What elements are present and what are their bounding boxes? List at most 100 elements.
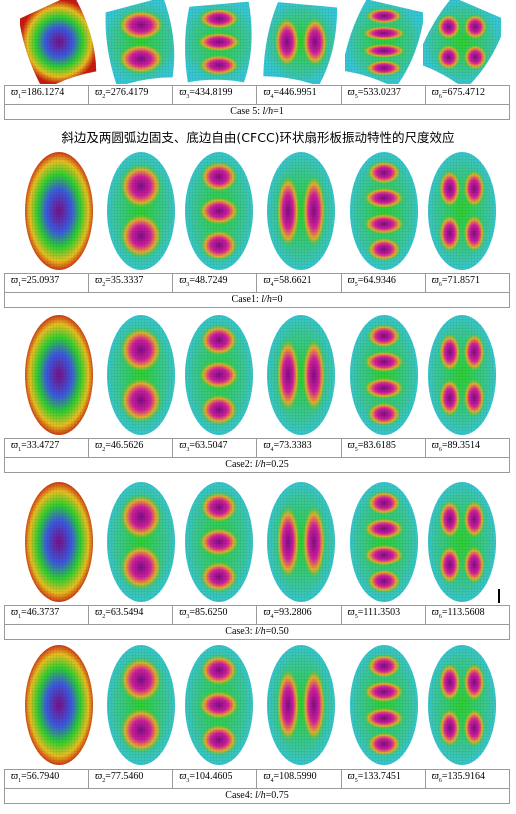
frequency-value: =533.0237 [357, 87, 401, 98]
omega-index: 2 [102, 94, 106, 100]
omega-symbol: ϖ1 [11, 771, 22, 784]
omega-index: 6 [438, 447, 442, 453]
omega-symbol: ϖ4 [263, 771, 274, 784]
frequency-cell: ϖ1=46.3737 [3, 605, 90, 625]
frequency-cell: ϖ4=93.2806 [256, 605, 342, 625]
mode-shape-4-2 [107, 645, 175, 765]
omega-index: 6 [438, 94, 442, 100]
omega-index: 5 [354, 447, 358, 453]
frequency-cell: ϖ3=85.6250 [172, 605, 258, 625]
frequency-cell: ϖ4=446.9951 [256, 85, 342, 105]
mode-shape-3-4 [267, 482, 335, 602]
omega-symbol: ϖ1 [11, 275, 22, 288]
text-cursor-mark [498, 589, 500, 603]
mode-shape-3-1 [25, 482, 93, 602]
frequency-value: =113.5608 [441, 607, 485, 618]
omega-symbol: ϖ3 [179, 275, 190, 288]
mode-shape-4-1 [25, 645, 93, 765]
omega-index: 1 [18, 94, 22, 100]
omega-index: 5 [354, 282, 358, 288]
omega-index: 2 [102, 282, 106, 288]
omega-index: 5 [354, 614, 358, 620]
frequency-cell: ϖ2=46.5626 [88, 438, 174, 458]
frequency-cell: ϖ6=89.3514 [424, 438, 511, 458]
case-5-frequency-table: ϖ1=186.1274 ϖ2=276.4179 ϖ3=434.8199 ϖ4=446.… [3, 85, 511, 120]
frequency-value: =276.4179 [105, 87, 149, 98]
frequency-value: =108.5990 [273, 771, 317, 782]
figure-heading: 斜边及两圆弧边固支、底边自由(CFCC)环状扇形板振动特性的尺度效应 [61, 130, 455, 145]
case-4-frequency-table: ϖ1=56.7940 ϖ2=77.5460 ϖ3=104.4605 ϖ4=108.59… [3, 769, 511, 804]
frequency-value: =48.7249 [189, 275, 228, 286]
mode-shape-2-5 [350, 315, 418, 435]
frequency-cell: ϖ6=71.8571 [424, 273, 511, 293]
frequency-cell: ϖ2=77.5460 [88, 769, 174, 789]
frequency-cell: ϖ4=58.6621 [256, 273, 342, 293]
omega-symbol: ϖ2 [95, 771, 106, 784]
omega-index: 4 [270, 94, 274, 100]
omega-index: 1 [18, 778, 22, 784]
omega-symbol: ϖ4 [263, 275, 274, 288]
omega-symbol: ϖ3 [179, 771, 190, 784]
omega-symbol: ϖ6 [431, 440, 442, 453]
frequency-value: =675.4712 [441, 87, 485, 98]
frequency-cell: ϖ3=48.7249 [172, 273, 258, 293]
frequency-value: =46.3737 [21, 607, 60, 618]
omega-index: 4 [270, 778, 274, 784]
omega-symbol: ϖ6 [431, 275, 442, 288]
omega-index: 1 [18, 614, 22, 620]
mode-shape-1-2 [107, 152, 175, 270]
omega-symbol: ϖ4 [263, 87, 274, 100]
omega-index: 3 [186, 447, 190, 453]
mode-shape-1-3 [185, 152, 253, 270]
frequency-cell: ϖ1=25.0937 [3, 273, 90, 293]
frequency-cell: ϖ6=675.4712 [424, 85, 511, 105]
case-caption: Case 5: l/h=1 [4, 104, 510, 120]
frequency-value: =73.3383 [273, 440, 312, 451]
mode-shape-5-2 [102, 0, 180, 84]
omega-symbol: ϖ6 [431, 771, 442, 784]
mode-shape-3-6 [428, 482, 496, 602]
omega-index: 5 [354, 94, 358, 100]
omega-symbol: ϖ3 [179, 607, 190, 620]
omega-symbol: ϖ3 [179, 87, 190, 100]
omega-index: 1 [18, 447, 22, 453]
mode-shape-4-5 [350, 645, 418, 765]
omega-index: 5 [354, 778, 358, 784]
mode-shape-5-3 [185, 1, 252, 83]
case-2-frequency-table: ϖ1=33.4727 ϖ2=46.5626 ϖ3=63.5047 ϖ4=73.3383… [3, 438, 511, 473]
omega-symbol: ϖ5 [347, 771, 358, 784]
omega-index: 6 [438, 282, 442, 288]
frequency-value: =64.9346 [357, 275, 396, 286]
case-caption: Case4: l/h=0.75 [4, 788, 510, 804]
omega-symbol: ϖ2 [95, 87, 106, 100]
case-1-frequency-table: ϖ1=25.0937 ϖ2=35.3337 ϖ3=48.7249 ϖ4=58.6621… [3, 273, 511, 308]
frequency-value: =83.6185 [357, 440, 396, 451]
mode-shape-2-3 [185, 315, 253, 435]
mode-shape-1-1 [25, 152, 93, 270]
omega-symbol: ϖ2 [95, 440, 106, 453]
frequency-value: =434.8199 [189, 87, 233, 98]
frequency-cell: ϖ1=33.4727 [3, 438, 90, 458]
frequency-cell: ϖ2=276.4179 [88, 85, 174, 105]
omega-symbol: ϖ6 [431, 607, 442, 620]
omega-index: 2 [102, 778, 106, 784]
mode-shape-2-1 [25, 315, 93, 435]
mode-shape-1-4 [267, 152, 335, 270]
omega-index: 4 [270, 614, 274, 620]
mode-shape-4-6 [428, 645, 496, 765]
omega-symbol: ϖ6 [431, 87, 442, 100]
omega-index: 4 [270, 282, 274, 288]
frequency-value: =46.5626 [105, 440, 144, 451]
mode-shape-1-6 [428, 152, 496, 270]
frequency-value: =63.5047 [189, 440, 228, 451]
frequency-value: =446.9951 [273, 87, 317, 98]
mode-shape-2-6 [428, 315, 496, 435]
frequency-cell: ϖ3=434.8199 [172, 85, 258, 105]
frequency-cell: ϖ2=63.5494 [88, 605, 174, 625]
mode-shape-5-4 [262, 0, 340, 84]
frequency-value: =111.3503 [357, 607, 401, 618]
omega-symbol: ϖ3 [179, 440, 190, 453]
frequency-value: =63.5494 [105, 607, 144, 618]
omega-index: 3 [186, 94, 190, 100]
frequency-cell: ϖ2=35.3337 [88, 273, 174, 293]
